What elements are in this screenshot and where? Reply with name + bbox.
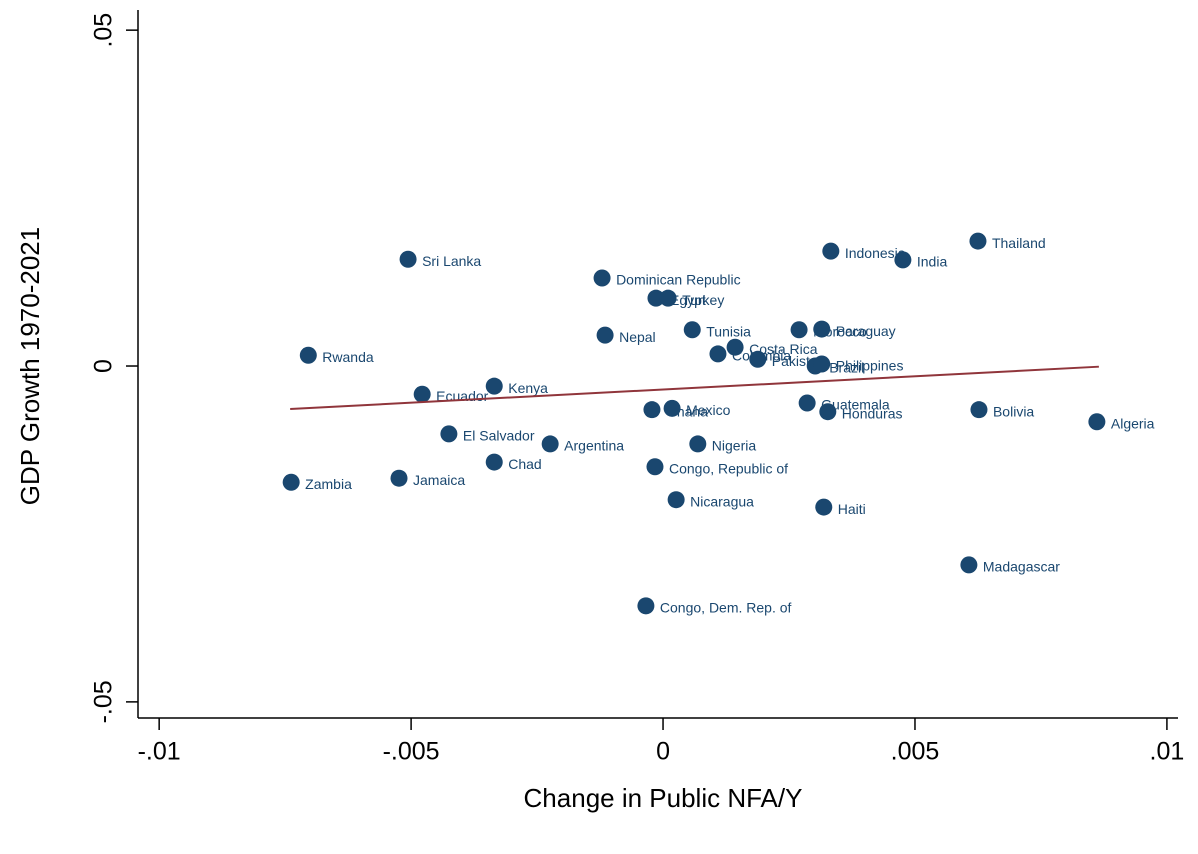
point [813, 320, 831, 338]
point-label: Costa Rica [749, 341, 818, 357]
point [970, 401, 988, 419]
point [822, 242, 840, 260]
point-label: Guatemala [821, 397, 890, 413]
point [667, 491, 685, 509]
point-label: Philippines [836, 358, 904, 374]
point [894, 251, 912, 269]
point [663, 399, 681, 417]
point-label: Indonesia [845, 245, 906, 261]
point [646, 458, 664, 476]
point [749, 350, 767, 368]
x-tick-label: .005 [891, 738, 940, 766]
point-label: Tunisia [706, 323, 751, 339]
point [798, 394, 816, 412]
point-label: Nigeria [712, 438, 757, 454]
point-label: Rwanda [322, 349, 374, 365]
point-label: Congo, Dem. Rep. of [660, 600, 792, 616]
point [390, 469, 408, 487]
point-label: El Salvador [463, 428, 535, 444]
point-label: Madagascar [983, 559, 1060, 575]
point [790, 321, 808, 339]
point [1088, 413, 1106, 431]
point [593, 269, 611, 287]
point-label: Turkey [682, 292, 724, 308]
point-label: Zambia [305, 476, 352, 492]
point-label: Jamaica [413, 472, 465, 488]
x-tick-label: -.005 [383, 738, 440, 766]
point [647, 289, 665, 307]
point-label: Thailand [992, 235, 1046, 251]
x-tick-label: 0 [656, 738, 670, 766]
point [485, 377, 503, 395]
point-label: Paraguay [836, 323, 896, 339]
x-tick-label: -.01 [138, 738, 181, 766]
point-label: Egypt [670, 292, 706, 308]
point [960, 556, 978, 574]
point-label: Honduras [842, 405, 903, 421]
point [413, 385, 431, 403]
point [969, 232, 987, 250]
x-tick-label: .01 [1150, 738, 1185, 766]
point-label: Mexico [686, 402, 731, 418]
point [726, 338, 744, 356]
point [637, 597, 655, 615]
point [815, 498, 833, 516]
point-label: Argentina [564, 438, 624, 454]
point [689, 435, 707, 453]
point-label: Sri Lanka [422, 253, 481, 269]
point-label: India [917, 254, 948, 270]
point [399, 250, 417, 268]
point [813, 355, 831, 373]
point [282, 473, 300, 491]
x-axis-title: Change in Public NFA/Y [524, 783, 803, 813]
point [659, 289, 677, 307]
point [709, 345, 727, 363]
point-label: Bolivia [993, 403, 1034, 419]
point [683, 321, 701, 339]
point-label: Brazil [829, 360, 864, 376]
point [440, 425, 458, 443]
y-axis-title: GDP Growth 1970-2021 [15, 227, 45, 505]
fit-line [290, 365, 1099, 411]
point-label: Haiti [838, 501, 866, 517]
point-label: Nepal [619, 329, 656, 345]
point [819, 403, 837, 421]
y-tick-label: 0 [90, 359, 118, 373]
point-label: Chad [508, 456, 541, 472]
y-tick-label: .05 [90, 13, 118, 48]
point [596, 326, 614, 344]
point [299, 346, 317, 364]
point-label: Congo, Republic of [669, 460, 788, 476]
point-label: Nicaragua [690, 493, 754, 509]
point [541, 435, 559, 453]
y-tick-label: -.05 [90, 680, 118, 723]
point-label: Dominican Republic [616, 272, 741, 288]
point [643, 401, 661, 419]
point-label: Kenya [508, 380, 548, 396]
point-label: Algeria [1111, 415, 1155, 431]
point [485, 453, 503, 471]
